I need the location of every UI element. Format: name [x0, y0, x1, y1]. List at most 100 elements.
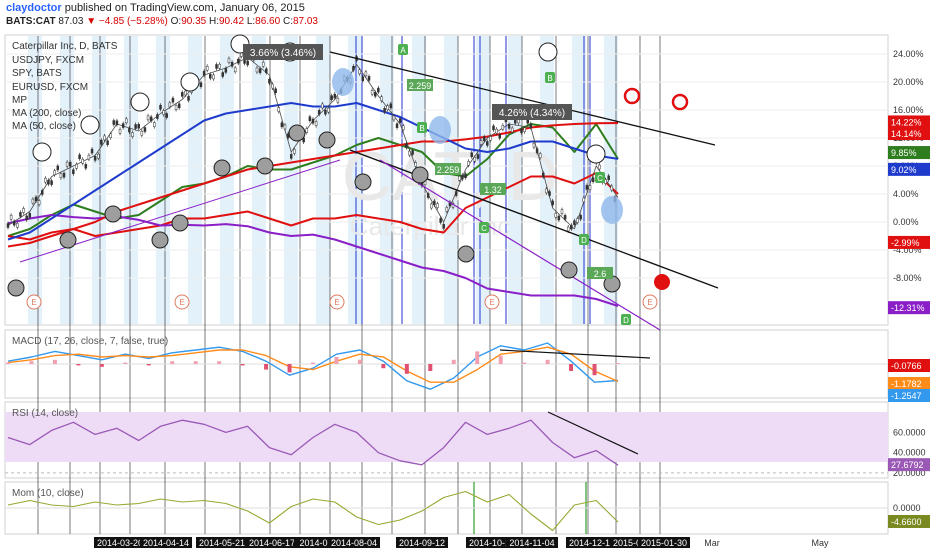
- rsi-title[interactable]: RSI (14, close): [12, 408, 78, 419]
- candle-body: [495, 128, 498, 134]
- legend-item[interactable]: MA (200, close): [12, 108, 81, 119]
- candle-body: [156, 114, 159, 119]
- author-link[interactable]: claydoctor: [6, 2, 62, 14]
- candle-body: [205, 65, 209, 71]
- candle-body: [59, 173, 63, 178]
- pattern-label: B: [547, 74, 552, 83]
- candle-body: [56, 165, 60, 171]
- session-band: [316, 36, 330, 324]
- candle-body: [402, 125, 405, 130]
- legend-item[interactable]: MP: [12, 95, 27, 106]
- open-circle: [180, 72, 200, 92]
- candle-body: [72, 169, 75, 174]
- candle-body: [37, 200, 41, 205]
- publisher-line: claydoctor published on TradingView.com,…: [6, 2, 305, 14]
- price-badge-text: 14.22%: [891, 117, 922, 127]
- candle-body: [137, 123, 140, 129]
- close-value: 87.03: [292, 16, 318, 27]
- candle-body: [489, 136, 492, 141]
- pattern-label: B: [419, 124, 424, 133]
- low-label: L:: [246, 16, 256, 27]
- earnings-marker-label: E: [489, 298, 494, 307]
- swing-circle: [213, 159, 231, 177]
- legend-item[interactable]: MA (50, close): [12, 121, 76, 132]
- candle-body: [280, 122, 284, 128]
- candle-body: [607, 175, 610, 181]
- macd-hist-bar: [123, 362, 128, 364]
- legend: Caterpillar Inc, D, BATS USDJPY, FXCM SP…: [12, 41, 118, 132]
- candle-body: [454, 191, 458, 196]
- candle-body: [131, 132, 134, 137]
- candle-body: [202, 70, 206, 76]
- candle-body: [585, 185, 589, 190]
- price-badge: [888, 162, 930, 176]
- candle-body: [93, 156, 97, 161]
- annotation-box: [243, 44, 323, 60]
- candle-body: [395, 123, 399, 128]
- mom-title[interactable]: Mom (10, close): [12, 488, 84, 499]
- candle-body: [442, 224, 445, 229]
- candle-body: [305, 128, 309, 133]
- candle-body: [230, 61, 234, 67]
- candle-body: [551, 200, 554, 206]
- candle-body: [473, 156, 477, 162]
- candle-body: [143, 127, 147, 132]
- macd-badge-text: -1.1782: [891, 379, 922, 389]
- macd-hist-bar: [498, 355, 503, 364]
- candle-body: [31, 198, 35, 204]
- macd-badge-text: -0.0766: [891, 361, 922, 371]
- candle-body: [314, 121, 318, 126]
- macd-title[interactable]: MACD (17, 26, close, 7, false, true): [12, 336, 168, 347]
- legend-item[interactable]: SPY, BATS: [12, 68, 62, 79]
- candle-body: [128, 127, 131, 133]
- y-tick-label: 4.00%: [893, 189, 919, 199]
- mom-badge-text: -4.6600: [891, 517, 922, 527]
- candle-body: [573, 220, 576, 225]
- signal-line: [7, 346, 619, 383]
- legend-item[interactable]: USDJPY, FXCM: [12, 55, 84, 66]
- earnings-marker: [484, 294, 500, 310]
- candle-body: [470, 152, 473, 157]
- rsi-tick-label: 40.0000: [893, 448, 926, 458]
- legend-item[interactable]: Caterpillar Inc, D, BATS: [12, 41, 118, 52]
- session-band: [572, 36, 586, 324]
- macd-hist-bar: [287, 364, 292, 373]
- candle-body: [392, 115, 396, 121]
- pattern-label: D: [581, 236, 587, 245]
- legend-item[interactable]: EURUSD, FXCM: [12, 82, 88, 93]
- date-label-box: [140, 537, 192, 548]
- candle-body: [324, 109, 327, 115]
- candle-body: [414, 162, 417, 167]
- candle-body: [364, 71, 368, 77]
- candle-body: [308, 116, 312, 121]
- candle-body: [548, 191, 551, 196]
- macd-hist-bar: [592, 364, 597, 376]
- candle-body: [582, 197, 586, 203]
- macd-hist-bar: [217, 361, 222, 364]
- ratio-box: [587, 267, 613, 279]
- ma50-line: [7, 102, 619, 241]
- date-label: 2014-12-16: [569, 538, 615, 548]
- open-circle: [586, 144, 606, 164]
- candle-body: [209, 74, 212, 79]
- candle-body: [121, 123, 125, 128]
- candle-body: [492, 125, 495, 131]
- candle-body: [557, 215, 561, 221]
- highlight-ellipse: [332, 68, 354, 96]
- macd-hist-bar: [76, 364, 81, 366]
- candle-body: [386, 105, 389, 110]
- candle-body: [408, 150, 411, 156]
- date-label-box: [328, 537, 380, 548]
- candle-body: [566, 226, 570, 232]
- date-label: 2015-01-30: [641, 538, 687, 548]
- published-text: published on TradingView.com, January 06…: [64, 2, 305, 14]
- session-band: [220, 36, 234, 324]
- swing-circle: [151, 231, 169, 249]
- session-band: [188, 36, 202, 324]
- candle-body: [373, 92, 377, 97]
- candle-body: [255, 67, 259, 73]
- candle-body: [579, 214, 582, 220]
- symbol-label: BATS:CAT: [6, 16, 56, 27]
- candle-body: [215, 64, 218, 69]
